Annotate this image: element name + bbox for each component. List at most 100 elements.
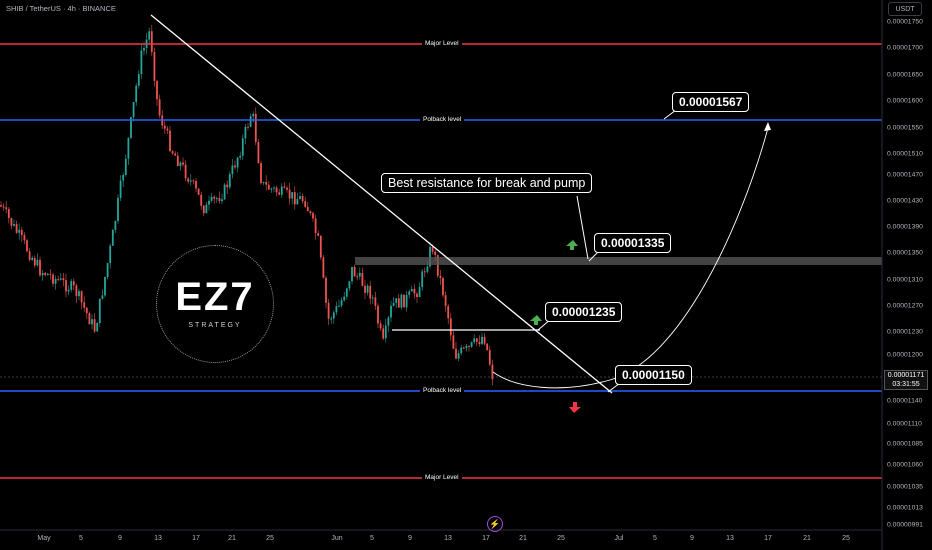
- candle-body: [91, 319, 93, 325]
- candle-body: [377, 305, 379, 324]
- candle-body: [36, 259, 39, 266]
- price-tick-label: 0.00001310: [887, 276, 923, 284]
- price-tick-label: 0.00001390: [887, 223, 923, 231]
- price-tick-label: 0.00001700: [887, 44, 923, 52]
- candle-body: [187, 178, 190, 182]
- candle-body: [249, 116, 252, 127]
- level-callout-1335: 0.00001335: [594, 233, 672, 253]
- candle-body: [423, 271, 426, 273]
- candle-body: [309, 211, 312, 214]
- candle-body: [325, 277, 327, 303]
- level-callout-1235: 0.00001235: [545, 302, 623, 322]
- candle-body: [286, 187, 288, 190]
- up-arrow-icon: [566, 240, 578, 250]
- candle-body: [460, 347, 463, 354]
- time-tick-label: 17: [192, 535, 200, 542]
- descending-trendline: [150, 14, 613, 394]
- candle-body: [390, 305, 392, 318]
- candle-body: [18, 229, 21, 233]
- price-tick-label: 0.00001230: [887, 328, 923, 336]
- candle-body: [221, 199, 223, 202]
- price-tick-label: 0.00001200: [887, 351, 923, 359]
- candle-body: [327, 302, 330, 319]
- candle-body: [15, 224, 18, 233]
- candle-body: [267, 184, 270, 190]
- candle-body: [244, 126, 247, 139]
- candle-body: [293, 192, 296, 205]
- price-tick-label: 0.00001270: [887, 302, 923, 310]
- candle-body: [10, 218, 13, 226]
- candle-body: [179, 162, 182, 167]
- resistance-callout: Best resistance for break and pump: [381, 173, 593, 193]
- candle-body: [218, 198, 221, 202]
- candle-body: [143, 47, 145, 51]
- time-tick-label: 25: [842, 535, 850, 542]
- candle-body: [335, 306, 338, 313]
- candle-body: [223, 184, 226, 200]
- candle-body: [205, 204, 208, 214]
- candle-body: [189, 180, 192, 182]
- target-callout-1567: 0.00001567: [672, 92, 750, 112]
- candle-body: [319, 235, 322, 258]
- candle-body: [124, 158, 127, 175]
- lightning-icon[interactable]: ⚡: [487, 516, 503, 532]
- time-tick-label: 21: [228, 535, 236, 542]
- candle-body: [369, 285, 372, 299]
- candle-body: [119, 180, 122, 198]
- candle-body: [153, 52, 156, 81]
- candle-body: [400, 294, 403, 308]
- candle-body: [348, 281, 351, 289]
- candle-body: [413, 289, 416, 294]
- candle-body: [247, 126, 249, 128]
- candle-body: [260, 163, 262, 183]
- current-price-tag: 0.00001171 03:31:55: [884, 370, 928, 390]
- time-tick-label: Jul: [614, 535, 624, 542]
- candle-body: [83, 302, 86, 308]
- candle-body: [0, 205, 2, 207]
- symbol-title: SHIB / TetherUS · 4h · BINANCE: [6, 4, 116, 13]
- candle-body: [257, 142, 260, 164]
- time-tick-label: 5: [370, 535, 374, 542]
- candle-body: [358, 272, 361, 277]
- major-level-top-label: Major Level: [422, 40, 462, 48]
- time-tick-label: 13: [444, 535, 452, 542]
- bar-countdown: 03:31:55: [892, 381, 920, 388]
- candle-body: [26, 240, 28, 252]
- candle-body: [7, 209, 10, 219]
- price-tick-label: 0.00001013: [887, 504, 923, 512]
- candle-body: [57, 278, 60, 280]
- candle-body: [23, 235, 26, 241]
- candle-body: [239, 155, 242, 158]
- candle-body: [228, 174, 231, 188]
- candle-body: [150, 31, 153, 53]
- candle-body: [475, 338, 478, 342]
- currency-unit-button[interactable]: USDT: [888, 2, 922, 16]
- candle-body: [252, 113, 255, 117]
- time-tick-label: 21: [803, 535, 811, 542]
- candle-body: [62, 278, 65, 281]
- candle-body: [182, 162, 184, 165]
- candle-body: [28, 251, 31, 260]
- candle-body: [46, 273, 49, 276]
- candle-body: [75, 285, 78, 297]
- price-tick-label: 0.00001600: [887, 97, 923, 105]
- candle-body: [44, 272, 47, 276]
- candle-body: [278, 192, 281, 195]
- candle-body: [410, 289, 413, 292]
- candle-body: [80, 291, 83, 303]
- candle-body: [397, 298, 400, 308]
- candle-body: [468, 345, 470, 347]
- candle-body: [5, 207, 8, 210]
- candle-body: [288, 189, 291, 199]
- resistance-zone: [355, 257, 882, 265]
- candle-body: [483, 336, 486, 344]
- candle-body: [395, 298, 398, 303]
- price-tick-label: 0.00001140: [887, 397, 923, 405]
- candle-body: [197, 188, 200, 195]
- candle-body: [442, 277, 444, 296]
- candle-body: [322, 257, 325, 278]
- candle-body: [169, 130, 171, 152]
- price-tick-label: 0.00001085: [887, 440, 923, 448]
- candle-body: [132, 102, 135, 118]
